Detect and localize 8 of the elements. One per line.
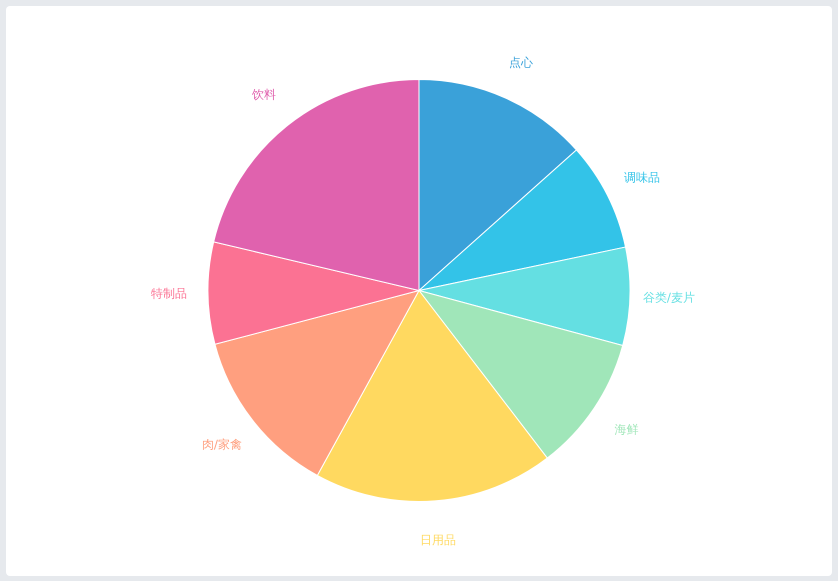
slice-label: 谷类/麦片 <box>642 290 695 305</box>
slice-label: 肉/家禽 <box>202 437 242 452</box>
slice-label: 海鲜 <box>614 422 639 437</box>
slice-label: 点心 <box>509 55 534 70</box>
slice-label: 日用品 <box>420 532 456 547</box>
slice-label: 调味品 <box>624 170 660 185</box>
slice-label: 饮料 <box>250 87 276 102</box>
slice-label: 特制品 <box>151 286 188 301</box>
